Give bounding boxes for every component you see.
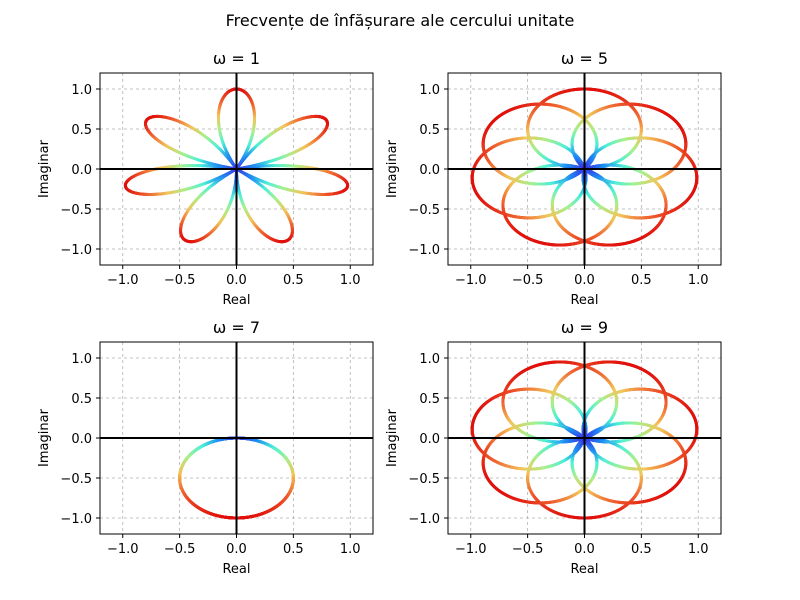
x-axis-label: Real [222, 293, 250, 308]
y-tick-label: −0.5 [408, 203, 440, 218]
y-tick-label: 1.0 [419, 83, 440, 98]
x-tick-label: −0.5 [164, 273, 196, 288]
x-tick-label: 0.5 [283, 273, 304, 288]
y-tick-label: 0.0 [419, 163, 440, 178]
x-tick-label: 0.0 [574, 273, 595, 288]
x-tick-label: 0.0 [226, 273, 247, 288]
y-axis-label: Imaginar [37, 139, 52, 198]
y-axis-label: Imaginar [385, 139, 400, 198]
y-tick-label: 0.5 [419, 123, 440, 138]
x-axis-label: Real [570, 293, 598, 308]
panels: −1.0 −0.5 0.0 0.5 1.0 −1.0 −0.5 0.0 0.5 1.0 ω = 1 R… [37, 49, 722, 577]
y-tick-label: −0.5 [60, 203, 92, 218]
curve [178, 436, 295, 520]
panel-title: ω = 5 [561, 49, 608, 68]
x-tick-label: −0.5 [512, 273, 544, 288]
x-tick-label: −1.0 [455, 273, 487, 288]
x-tick-label: 1.0 [340, 273, 361, 288]
x-tick-label: 0.5 [631, 273, 652, 288]
panel-1: −1.0 −0.5 0.0 0.5 1.0 −1.0 −0.5 0.0 0.5 1.0 ω = 1 R… [37, 49, 374, 308]
figure-suptitle: Frecvențe de înfășurare ale cercului uni… [226, 11, 575, 30]
panel-2: −1.0 −0.5 0.0 0.5 1.0 −1.0 −0.5 0.0 0.5 1.0 ω = 5 R… [385, 49, 722, 308]
y-tick-label: 0.0 [71, 163, 92, 178]
panel-title: ω = 1 [213, 49, 260, 68]
y-tick-label: 1.0 [71, 83, 92, 98]
panel-3: −1.0 −0.5 0.0 0.5 1.0−1.0−0.50.00.51.0ω = 7R… [37, 318, 374, 577]
x-tick-label: 1.0 [688, 273, 709, 288]
x-tick-label: −1.0 [107, 273, 139, 288]
curve [470, 87, 699, 247]
y-tick-label: 0.5 [71, 123, 92, 138]
y-tick-label: −1.0 [408, 243, 440, 258]
y-tick-label: −1.0 [60, 243, 92, 258]
